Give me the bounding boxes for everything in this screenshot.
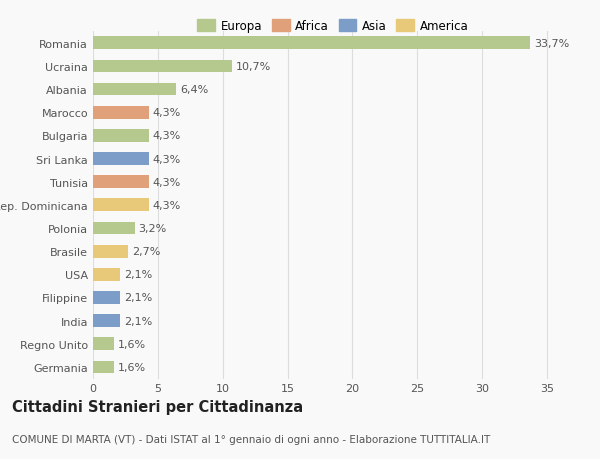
Text: 4,3%: 4,3% <box>152 131 181 141</box>
Bar <box>93 37 530 50</box>
Bar <box>93 176 149 189</box>
Bar <box>93 130 149 142</box>
Bar <box>93 84 176 96</box>
Bar <box>93 106 149 119</box>
Text: Cittadini Stranieri per Cittadinanza: Cittadini Stranieri per Cittadinanza <box>12 399 303 414</box>
Bar <box>93 338 114 350</box>
Text: 4,3%: 4,3% <box>152 108 181 118</box>
Bar <box>93 314 120 327</box>
Text: 4,3%: 4,3% <box>152 177 181 187</box>
Bar <box>93 291 120 304</box>
Text: 2,7%: 2,7% <box>132 246 160 257</box>
Text: 2,1%: 2,1% <box>124 316 152 326</box>
Text: 10,7%: 10,7% <box>236 62 271 72</box>
Text: 3,2%: 3,2% <box>139 224 167 234</box>
Text: 2,1%: 2,1% <box>124 293 152 303</box>
Bar <box>93 199 149 212</box>
Bar <box>93 222 134 235</box>
Text: 1,6%: 1,6% <box>118 362 146 372</box>
Text: 33,7%: 33,7% <box>534 39 569 49</box>
Text: 4,3%: 4,3% <box>152 201 181 210</box>
Bar <box>93 61 232 73</box>
Bar <box>93 269 120 281</box>
Text: 4,3%: 4,3% <box>152 154 181 164</box>
Text: COMUNE DI MARTA (VT) - Dati ISTAT al 1° gennaio di ogni anno - Elaborazione TUTT: COMUNE DI MARTA (VT) - Dati ISTAT al 1° … <box>12 434 490 444</box>
Bar <box>93 361 114 374</box>
Bar <box>93 245 128 258</box>
Legend: Europa, Africa, Asia, America: Europa, Africa, Asia, America <box>193 16 473 38</box>
Bar <box>93 153 149 166</box>
Text: 6,4%: 6,4% <box>180 85 208 95</box>
Text: 1,6%: 1,6% <box>118 339 146 349</box>
Text: 2,1%: 2,1% <box>124 270 152 280</box>
